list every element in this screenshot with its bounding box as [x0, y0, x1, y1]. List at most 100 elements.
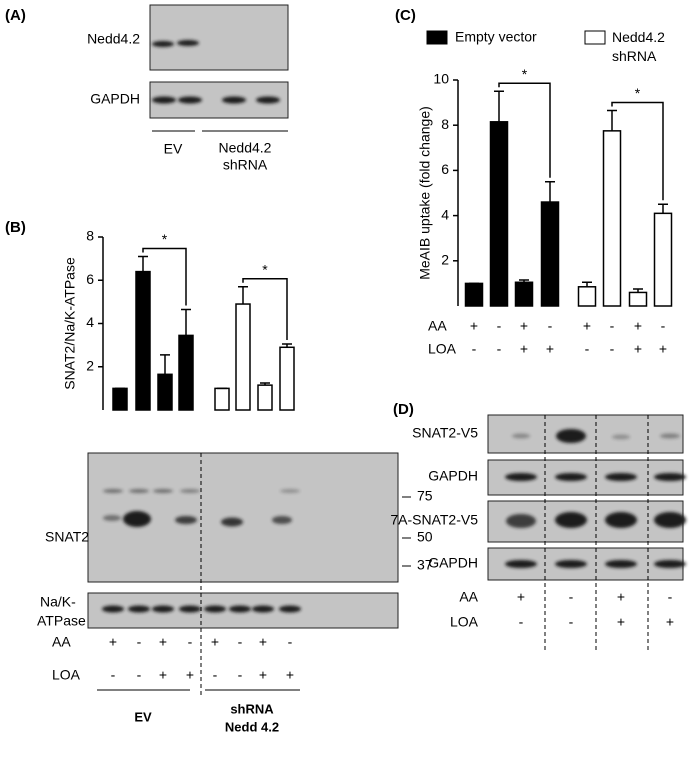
band	[152, 96, 176, 104]
condition-sign: -	[288, 634, 293, 650]
significance-bracket	[242, 277, 288, 341]
y-axis-label: SNAT2/Na/K-ATPase	[62, 257, 78, 390]
condition-sign: +	[546, 341, 554, 357]
band	[152, 605, 174, 613]
y-tick-label: 4	[86, 314, 94, 330]
band	[605, 473, 637, 481]
blot-label: 7A-SNAT2-V5	[390, 512, 478, 528]
significance-label: *	[635, 85, 641, 101]
y-tick-label: 10	[433, 71, 449, 87]
band	[204, 605, 226, 613]
bar	[235, 303, 251, 411]
band	[505, 560, 537, 568]
condition-sign: +	[259, 634, 267, 650]
band	[222, 96, 246, 104]
band	[123, 511, 151, 527]
band	[179, 605, 201, 613]
error-bar	[545, 180, 555, 203]
significance-label: *	[262, 261, 268, 277]
bar	[577, 286, 597, 307]
bar	[464, 282, 484, 307]
error-bar	[138, 255, 148, 272]
band	[221, 517, 243, 527]
condition-sign: +	[159, 667, 167, 683]
condition-label: LOA	[450, 614, 479, 630]
bar	[602, 130, 622, 307]
y-tick-label: 6	[441, 161, 449, 177]
group-label: EV	[134, 709, 152, 724]
panel-label: (D)	[393, 401, 414, 418]
condition-sign: -	[497, 341, 502, 357]
condition-sign: +	[634, 341, 642, 357]
blot-label: GAPDH	[90, 91, 140, 107]
significance-bracket	[498, 82, 551, 178]
significance-label: *	[162, 231, 168, 247]
condition-sign: +	[617, 614, 625, 630]
band	[512, 433, 530, 439]
band	[272, 516, 292, 524]
bar	[540, 201, 560, 307]
condition-sign: +	[186, 667, 194, 683]
condition-sign: -	[213, 667, 218, 683]
band	[153, 489, 173, 493]
condition-sign: -	[548, 318, 553, 334]
group-label: shRNA	[223, 157, 268, 173]
condition-sign: +	[520, 341, 528, 357]
band	[177, 40, 199, 46]
blot-label: SNAT2	[45, 529, 89, 545]
condition-sign: +	[259, 667, 267, 683]
panel-label: (A)	[5, 7, 26, 24]
legend-label: Empty vector	[455, 29, 537, 45]
condition-sign: -	[137, 634, 142, 650]
bar	[178, 334, 194, 411]
condition-label: LOA	[428, 341, 457, 357]
error-bar	[582, 281, 592, 287]
condition-sign: +	[517, 589, 525, 605]
error-bar	[160, 354, 170, 375]
significance-bracket	[142, 247, 187, 306]
band	[660, 433, 680, 439]
group-label: Nedd4.2	[219, 140, 272, 156]
bar	[135, 270, 151, 411]
marker-label: 37	[417, 557, 433, 573]
band	[279, 605, 301, 613]
y-axis-label: MeAIB uptake (fold change)	[417, 106, 433, 280]
band	[555, 560, 587, 568]
band	[229, 605, 251, 613]
condition-sign: -	[668, 589, 673, 605]
condition-label: AA	[428, 318, 447, 334]
error-bar	[519, 279, 529, 283]
band	[654, 473, 686, 481]
band	[605, 512, 637, 528]
condition-sign: -	[238, 634, 243, 650]
blot-label: Na/K-	[40, 594, 76, 610]
bar	[279, 346, 295, 411]
blot-label: GAPDH	[428, 555, 478, 571]
band	[505, 473, 537, 481]
legend-swatch	[426, 30, 448, 45]
error-bar	[282, 343, 292, 348]
condition-sign: +	[211, 634, 219, 650]
band	[555, 512, 587, 528]
bar	[514, 281, 534, 307]
band	[103, 515, 121, 521]
error-bar	[260, 382, 270, 386]
band	[175, 516, 197, 524]
blot-label: ATPase	[37, 613, 86, 629]
error-bar	[238, 285, 248, 305]
condition-sign: +	[617, 589, 625, 605]
condition-sign: +	[634, 318, 642, 334]
band	[506, 514, 536, 528]
legend-swatch	[584, 30, 606, 45]
band	[612, 434, 630, 440]
band	[555, 473, 587, 481]
error-bar	[607, 109, 617, 131]
condition-sign: +	[286, 667, 294, 683]
condition-sign: -	[111, 667, 116, 683]
band	[252, 605, 274, 613]
y-tick-label: 8	[441, 116, 449, 132]
band	[280, 489, 300, 493]
condition-sign: -	[585, 341, 590, 357]
condition-sign: -	[661, 318, 666, 334]
condition-sign: -	[569, 614, 574, 630]
